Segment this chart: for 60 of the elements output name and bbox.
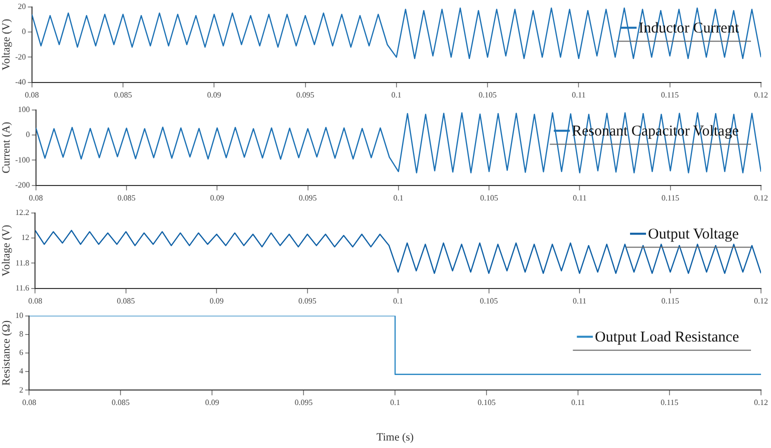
x-tick-label: 0.095 [296, 90, 314, 100]
x-tick-label: 0.085 [116, 296, 135, 306]
x-tick-label: 0.11 [571, 398, 585, 408]
x-tick-label: 0.105 [478, 398, 496, 408]
y-axis-title: Current (A) [0, 121, 12, 174]
x-tick-label: 0.095 [298, 193, 317, 202]
y-tick-label: 10 [15, 310, 24, 320]
x-tick-label: 0.12 [754, 193, 768, 202]
y-tick-label: 12 [21, 233, 30, 242]
x-tick-label: 0.115 [660, 398, 678, 408]
x-tick-label: 0.105 [480, 193, 498, 202]
x-tick-label: 0.115 [662, 193, 680, 202]
y-tick-label: 6 [19, 348, 24, 358]
legend-label: Output Voltage [648, 226, 740, 243]
y-tick-label: 11.6 [15, 283, 30, 292]
x-tick-label: 0.085 [112, 398, 130, 408]
y-tick-label: 8 [19, 329, 24, 338]
y-tick-label: -40 [15, 77, 26, 86]
x-axis-title: Time (s) [376, 431, 414, 444]
x-tick-label: 0.105 [478, 90, 497, 100]
x-tick-label: 0.08 [28, 193, 43, 202]
x-tick-label: 0.08 [28, 296, 42, 306]
x-tick-label: 0.09 [207, 90, 222, 100]
y-tick-label: -200 [15, 180, 30, 190]
y-tick-label: 12.2 [15, 208, 30, 217]
x-tick-label: 0.12 [754, 90, 768, 100]
y-tick-label: 2 [19, 385, 24, 394]
y-axis-title: Resistance (Ω) [0, 320, 12, 386]
y-tick-label: 11.8 [15, 258, 30, 268]
y-tick-label: 100 [18, 104, 30, 114]
y-axis-title: Voltage (V) [0, 224, 12, 276]
x-tick-label: 0.09 [210, 193, 224, 202]
y-tick-label: -20 [15, 52, 26, 62]
x-tick-label: 0.12 [754, 398, 768, 408]
x-tick-label: 0.11 [572, 296, 586, 306]
x-tick-label: 0.1 [390, 398, 400, 408]
y-tick-label: -100 [15, 155, 30, 164]
x-tick-label: 0.085 [114, 90, 132, 100]
x-tick-label: 0.105 [480, 296, 498, 306]
x-tick-label: 0.08 [22, 398, 36, 408]
x-tick-label: 0.08 [24, 90, 39, 100]
x-tick-label: 0.11 [572, 90, 586, 100]
y-tick-label: 20 [18, 2, 26, 11]
x-tick-label: 0.09 [210, 296, 224, 306]
x-tick-label: 0.115 [661, 90, 679, 100]
x-tick-label: 0.11 [572, 193, 587, 202]
y-axis-title: Voltage (V) [0, 18, 12, 70]
x-tick-label: 0.09 [205, 398, 220, 408]
x-tick-label: 0.095 [298, 296, 316, 306]
x-tick-label: 0.12 [754, 296, 768, 306]
x-tick-label: 0.1 [393, 296, 404, 306]
y-tick-label: 0 [26, 130, 30, 140]
y-tick-label: 0 [22, 27, 26, 36]
x-tick-label: 0.1 [391, 90, 402, 100]
x-tick-label: 0.085 [118, 193, 136, 202]
x-tick-label: 0.115 [661, 296, 680, 306]
legend-label: Output Load Resistance [594, 330, 740, 346]
x-tick-label: 0.095 [294, 398, 313, 408]
y-tick-label: 4 [19, 366, 24, 376]
x-tick-label: 0.1 [393, 193, 404, 202]
